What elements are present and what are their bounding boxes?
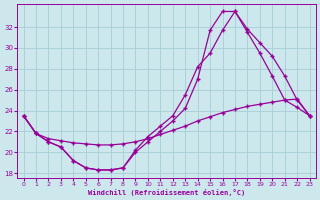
X-axis label: Windchill (Refroidissement éolien,°C): Windchill (Refroidissement éolien,°C)	[88, 189, 245, 196]
